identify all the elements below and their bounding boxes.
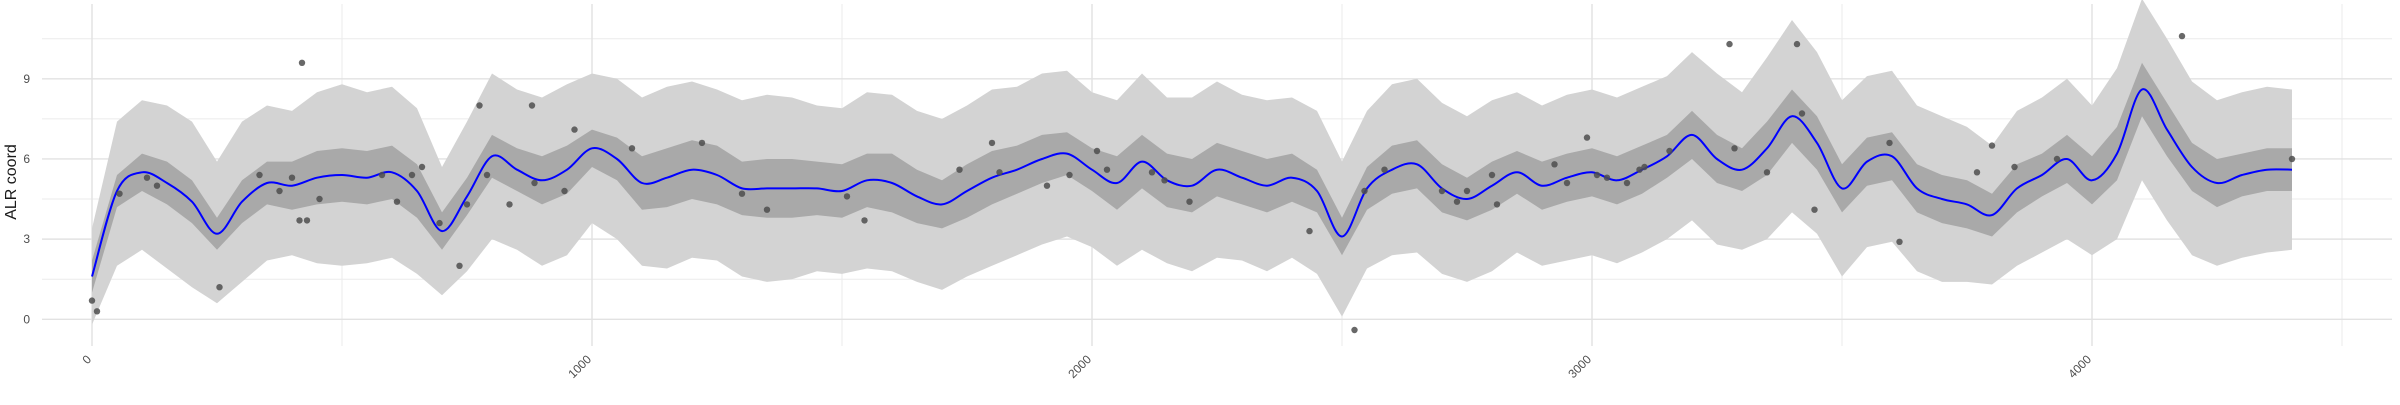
data-point [1148, 169, 1156, 176]
data-point [1793, 40, 1801, 48]
data-point [1811, 206, 1818, 213]
data-point [476, 102, 483, 109]
data-point [143, 174, 151, 181]
data-point [1043, 182, 1051, 189]
data-point [1886, 139, 1893, 147]
data-point [1798, 110, 1806, 117]
data-point [1066, 171, 1073, 179]
data-point [1488, 171, 1496, 179]
data-point [1453, 198, 1461, 205]
data-point [528, 102, 536, 109]
data-point [1306, 227, 1313, 235]
bands [92, 0, 2292, 325]
data-point [1351, 326, 1358, 334]
data-point [393, 198, 401, 205]
x-tick-label: 2000 [1065, 352, 1094, 381]
x-tick-label: 4000 [2065, 352, 2094, 381]
data-point [436, 219, 443, 227]
data-point [2011, 163, 2018, 171]
data-point [1438, 187, 1446, 195]
data-point [1361, 187, 1368, 195]
data-point [2178, 32, 2186, 40]
data-point [88, 297, 96, 304]
data-point [1593, 171, 1601, 179]
data-point [861, 217, 868, 224]
data-point [378, 171, 386, 179]
data-point [1973, 169, 1981, 176]
data-point [1763, 169, 1771, 176]
data-point [288, 174, 296, 181]
data-point [698, 139, 706, 147]
data-point [463, 201, 471, 208]
data-points [88, 32, 2296, 334]
data-point [1093, 147, 1101, 155]
inner-interval-band [92, 62, 2292, 293]
data-point [628, 145, 636, 152]
data-point [1623, 179, 1631, 187]
data-point [2288, 155, 2296, 163]
data-point [571, 126, 578, 133]
data-point [988, 139, 996, 147]
data-point [256, 171, 263, 179]
y-tick-label: 0 [23, 312, 30, 326]
data-point [1641, 163, 1648, 171]
data-point [1896, 238, 1903, 245]
data-point [116, 190, 123, 197]
data-point [1563, 179, 1571, 187]
data-point [1186, 198, 1193, 205]
data-point [276, 187, 283, 195]
x-tick-label: 1000 [565, 352, 594, 381]
data-point [456, 262, 463, 269]
data-point [93, 308, 101, 315]
data-point [843, 193, 851, 200]
data-point [2053, 155, 2061, 163]
data-point [408, 171, 416, 179]
mean-line [91, 88, 2293, 277]
y-tick-label: 3 [23, 232, 30, 246]
data-point [506, 201, 513, 208]
mean-line-path [91, 88, 2293, 277]
data-point [316, 195, 323, 203]
data-point [1636, 166, 1643, 173]
data-point [418, 163, 426, 171]
y-tick-label: 6 [23, 152, 30, 166]
data-point [1603, 174, 1611, 181]
data-point [1463, 187, 1471, 195]
data-point [1161, 177, 1168, 184]
data-point [1103, 166, 1111, 173]
data-point [1381, 166, 1388, 173]
y-axis-label: ALR coord [3, 144, 20, 220]
data-point [153, 182, 161, 189]
data-point [296, 217, 303, 224]
data-point [1493, 201, 1501, 208]
data-point [1666, 147, 1673, 155]
data-point [1726, 40, 1733, 48]
x-tick-label: 0 [79, 352, 94, 367]
data-point [763, 206, 771, 213]
y-tick-label: 9 [23, 72, 30, 86]
data-point [298, 59, 306, 66]
data-point [1551, 161, 1558, 168]
data-point [738, 190, 746, 197]
data-point [483, 171, 491, 179]
x-tick-label: 3000 [1565, 352, 1594, 381]
data-point [216, 284, 223, 291]
data-point [561, 187, 568, 195]
data-point [303, 217, 311, 224]
data-point [956, 166, 963, 173]
data-point [1988, 142, 1996, 149]
data-point [1731, 145, 1738, 152]
data-point [1583, 134, 1591, 141]
data-point [531, 179, 538, 187]
data-point [996, 169, 1003, 176]
